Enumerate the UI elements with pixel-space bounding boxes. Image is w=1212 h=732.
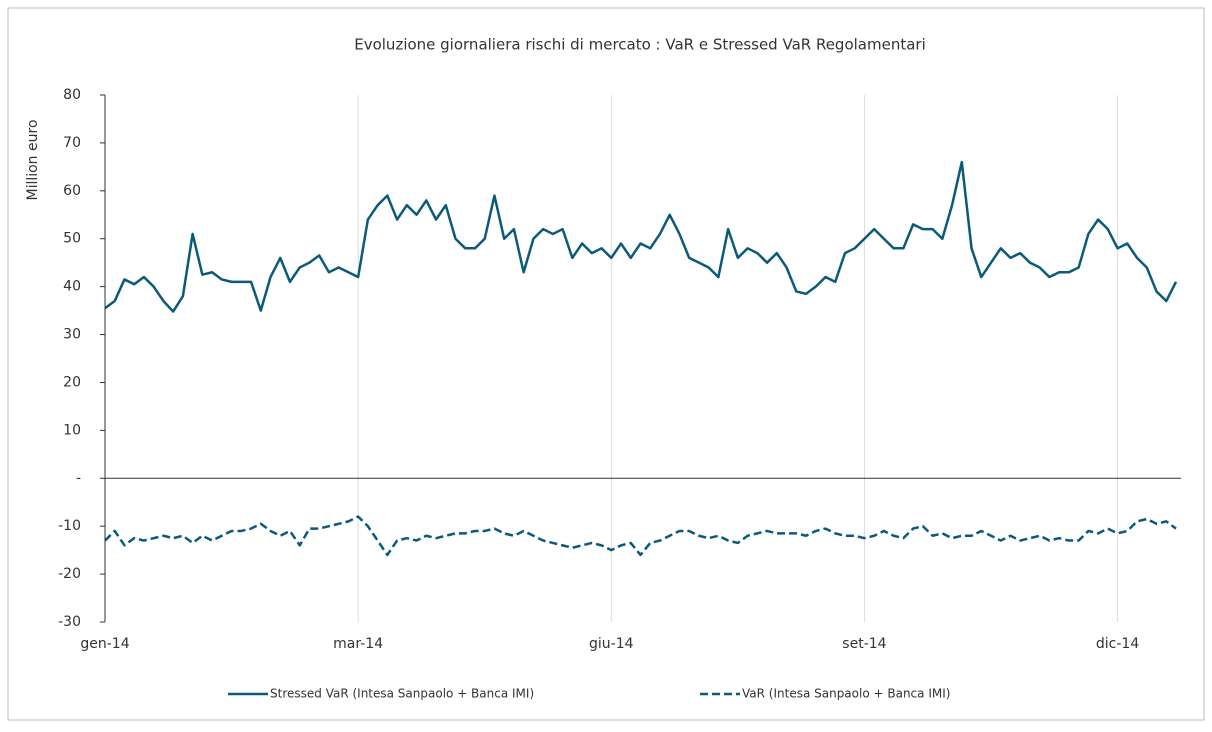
y-tick-label: 30 [63,327,81,343]
x-tick-label: mar-14 [333,636,383,652]
legend-label: Stressed VaR (Intesa Sanpaolo + Banca IM… [270,687,534,701]
series-line [104,515,1177,557]
y-tick-label: 50 [63,231,81,247]
x-tick-label: set-14 [842,636,886,652]
chart-title: Evoluzione giornaliera rischi di mercato… [354,36,926,54]
legend-label: VaR (Intesa Sanpaolo + Banca IMI) [742,687,950,701]
y-tick-label: 70 [63,135,81,151]
series-line [104,160,1178,313]
y-tick-label: 60 [63,183,81,199]
y-tick-label: 80 [63,87,81,103]
frame [7,7,1205,721]
y-axis-label: Million euro [25,119,41,200]
y-tick-label: 40 [63,279,81,295]
x-tick-label: dic-14 [1096,636,1139,652]
x-tick-label: giu-14 [589,636,634,652]
y-tick-label: -30 [58,614,81,630]
y-tick-label: - [76,470,81,486]
y-tick-label: -20 [58,566,81,582]
x-tick-label: gen-14 [80,636,129,652]
y-tick-label: 20 [63,374,81,390]
y-tick-label: 10 [63,422,81,438]
y-tick-label: -10 [58,518,81,534]
